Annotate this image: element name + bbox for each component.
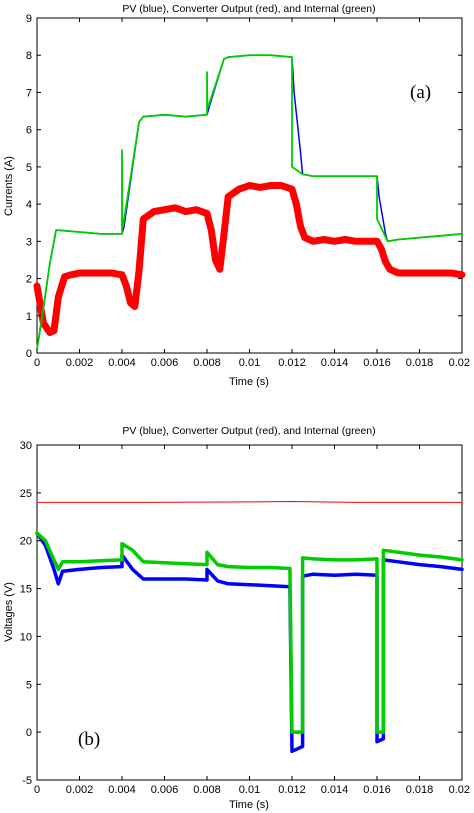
currents-y-tick-label: 0: [26, 348, 32, 360]
voltages-x-tick-label: 0.014: [321, 784, 349, 796]
currents-x-tick-label: 0.016: [363, 357, 391, 369]
currents-x-tick-label: 0.012: [278, 357, 306, 369]
currents-y-tick-label: 6: [26, 125, 32, 137]
voltages-y-tick-label: 20: [20, 536, 32, 548]
currents-axes: 0 0.002 0.004 0.006 0.008 0.01 0.012 0.014 0.016…: [26, 13, 470, 369]
currents-x-tick-label: 0: [34, 357, 40, 369]
currents-panel: PV (blue), Converter Output (red), and I…: [3, 3, 470, 388]
voltages-panel: PV (blue), Converter Output (red), and I…: [3, 425, 470, 811]
voltages-y-tick-label: 5: [26, 679, 32, 691]
currents-x-tick-label: 0.002: [66, 357, 94, 369]
voltages-plot-area: [36, 444, 463, 781]
voltages-y-axis-label: Voltages (V): [3, 582, 15, 642]
voltages-series-internal: [35, 531, 464, 734]
currents-x-tick-label: 0.01: [239, 357, 260, 369]
currents-y-tick-label: 7: [26, 87, 32, 99]
currents-y-tick-label: 1: [26, 311, 32, 323]
voltages-x-tick-label: 0.01: [239, 784, 260, 796]
voltages-x-tick-label: 0: [34, 784, 40, 796]
currents-chart-title: PV (blue), Converter Output (red), and I…: [122, 3, 375, 15]
voltages-x-tick-label: 0.02: [449, 784, 470, 796]
voltages-y-tick-label: 25: [20, 488, 32, 500]
currents-x-tick-label: 0.02: [449, 357, 470, 369]
voltages-series-pv: [35, 531, 464, 754]
voltages-x-tick-label: 0.006: [151, 784, 179, 796]
currents-y-tick-label: 2: [26, 274, 32, 286]
voltages-x-tick-label: 0.002: [66, 784, 94, 796]
currents-x-tick-label: 0.018: [406, 357, 434, 369]
currents-y-tick-label: 5: [26, 162, 32, 174]
voltages-chart-title: PV (blue), Converter Output (red), and I…: [122, 425, 375, 437]
voltages-axes: 0 0.002 0.004 0.006 0.008 0.01 0.012 0.014 0.016…: [20, 440, 470, 796]
voltages-x-axis-label: Time (s): [229, 799, 269, 811]
voltages-y-tick-label: 0: [26, 727, 32, 739]
currents-x-axis-label: Time (s): [229, 376, 269, 388]
panel-b-label: (b): [78, 729, 100, 750]
currents-y-axis-label: Currents (A): [3, 156, 15, 216]
currents-series-group: [33, 54, 466, 351]
voltages-y-tick-label: 10: [20, 631, 32, 643]
currents-y-tick-label: 8: [26, 50, 32, 62]
voltages-x-tick-label: 0.004: [108, 784, 136, 796]
currents-x-tick-label: 0.014: [321, 357, 349, 369]
voltages-y-tick-label: 30: [20, 440, 32, 452]
voltages-x-tick-label: 0.016: [363, 784, 391, 796]
currents-series-internal: [36, 54, 463, 351]
voltages-x-tick-label: 0.012: [278, 784, 306, 796]
voltages-series-converter-output: [36, 501, 463, 503]
panel-a-label: (a): [410, 82, 431, 103]
voltages-x-tick-label: 0.008: [193, 784, 221, 796]
voltages-series-group: [35, 501, 464, 754]
currents-y-tick-label: 9: [26, 13, 32, 25]
voltages-x-tick-label: 0.018: [406, 784, 434, 796]
currents-x-tick-label: 0.008: [193, 357, 221, 369]
currents-x-tick-label: 0.004: [108, 357, 136, 369]
currents-y-tick-label: 3: [26, 236, 32, 248]
voltages-y-tick-label: 15: [20, 584, 32, 596]
currents-series-converter-output: [33, 182, 466, 336]
voltages-y-tick-label: -5: [22, 775, 32, 787]
currents-x-tick-label: 0.006: [151, 357, 179, 369]
currents-y-tick-label: 4: [26, 199, 32, 211]
